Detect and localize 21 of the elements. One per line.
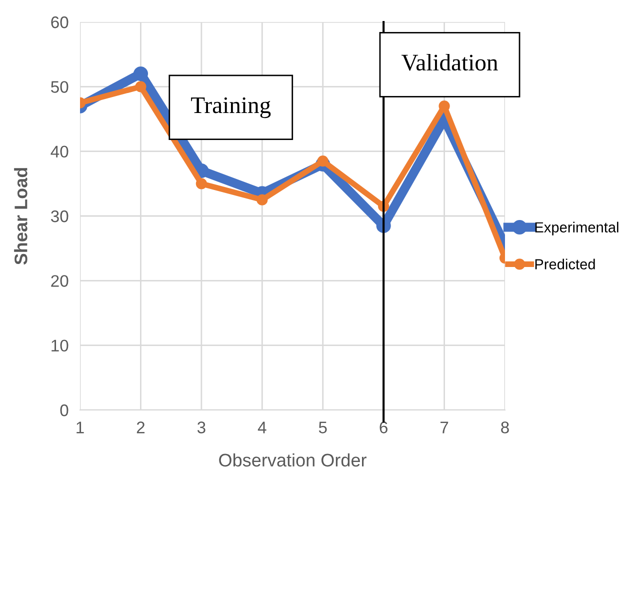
legend-label: Predicted: [535, 258, 595, 270]
x-tick-label: 2: [136, 422, 145, 434]
x-tick-label: 4: [258, 422, 266, 434]
y-tick-label: 40: [50, 146, 68, 158]
annotation: Training: [191, 97, 271, 118]
y-axis-title: Shear Load: [14, 168, 28, 265]
annotation: Validation: [401, 54, 498, 71]
x-tick-label: 1: [76, 422, 84, 434]
y-tick-label: 10: [52, 340, 68, 352]
legend-label: Experimental: [535, 222, 618, 236]
x-axis-title: Observation Order: [219, 453, 366, 467]
x-tick-label: 3: [197, 422, 206, 434]
x-tick-label: 6: [380, 422, 388, 434]
y-tick-label: 60: [51, 16, 68, 28]
y-tick-label: 20: [51, 275, 68, 287]
y-tick-label: 0: [60, 404, 68, 416]
y-tick-label: 30: [50, 210, 68, 222]
x-tick-label: 5: [318, 422, 327, 434]
x-tick-label: 7: [440, 422, 448, 434]
y-tick-label: 50: [51, 81, 68, 93]
x-tick-label: 8: [501, 422, 509, 434]
